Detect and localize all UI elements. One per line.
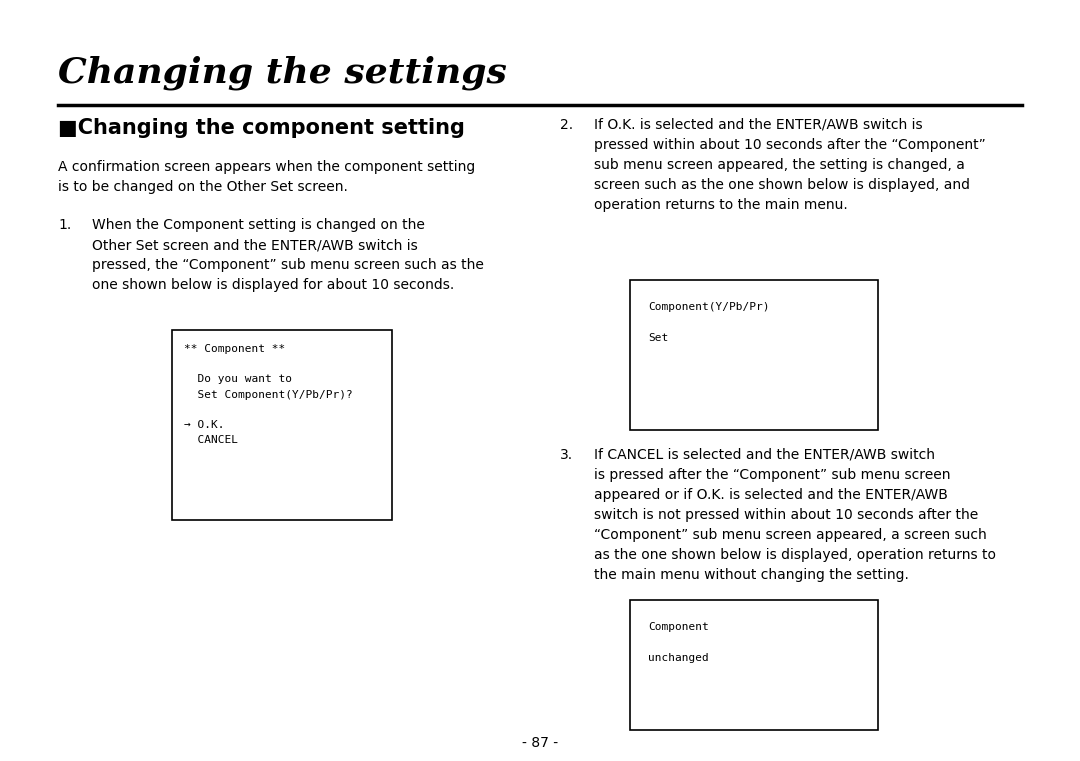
Bar: [172, 330, 392, 520]
Text: A confirmation screen appears when the component setting
is to be changed on the: A confirmation screen appears when the c…: [58, 160, 475, 194]
Text: ■Changing the component setting: ■Changing the component setting: [58, 118, 464, 138]
Text: 3.: 3.: [561, 448, 573, 462]
Text: ** Component **

  Do you want to
  Set Component(Y/Pb/Pr)?

→ O.K.
  CANCEL: ** Component ** Do you want to Set Compo…: [184, 344, 353, 445]
Text: When the Component setting is changed on the
Other Set screen and the ENTER/AWB : When the Component setting is changed on…: [92, 218, 484, 292]
Text: - 87 -: - 87 -: [522, 736, 558, 750]
Text: If O.K. is selected and the ENTER/AWB switch is
pressed within about 10 seconds : If O.K. is selected and the ENTER/AWB sw…: [594, 118, 986, 212]
Bar: [630, 280, 878, 430]
Text: 2.: 2.: [561, 118, 573, 132]
Text: If CANCEL is selected and the ENTER/AWB switch
is pressed after the “Component” : If CANCEL is selected and the ENTER/AWB …: [594, 448, 996, 582]
Text: Component

unchanged: Component unchanged: [648, 622, 708, 663]
Text: Changing the settings: Changing the settings: [58, 55, 507, 90]
Text: Component(Y/Pb/Pr)

Set: Component(Y/Pb/Pr) Set: [648, 302, 769, 343]
Text: 1.: 1.: [58, 218, 71, 232]
Bar: [630, 600, 878, 730]
